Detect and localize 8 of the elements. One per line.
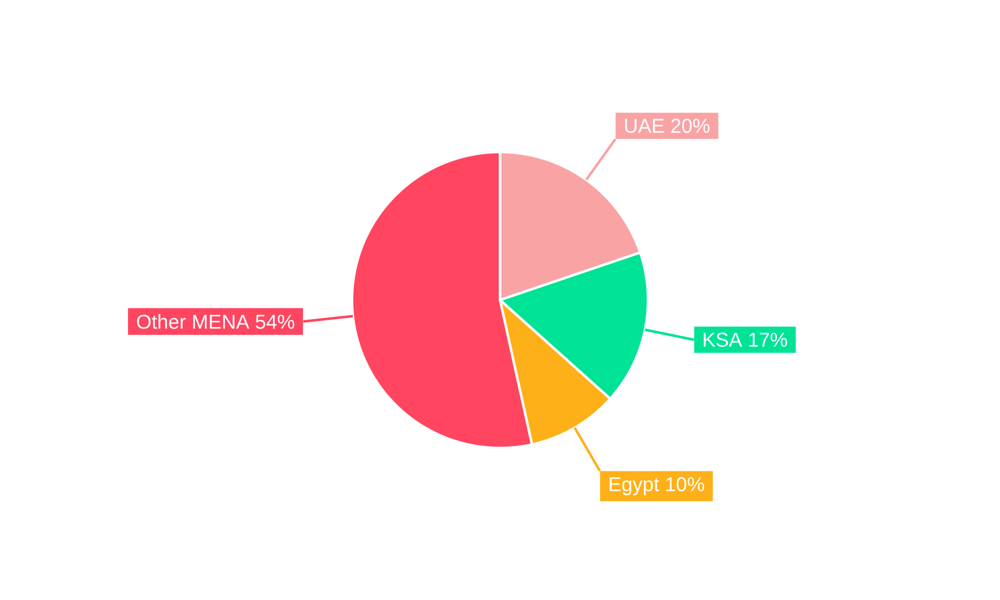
slice-label: UAE <box>625 118 664 133</box>
data-label: 17% <box>749 332 788 347</box>
slice-label: Egypt <box>610 477 660 496</box>
data-label: 10% <box>666 477 704 492</box>
data-label: 20% <box>671 118 710 133</box>
data-label: 54% <box>256 314 294 329</box>
slice-label: KSA <box>704 332 742 347</box>
slice-label: Other MENA <box>136 314 250 329</box>
